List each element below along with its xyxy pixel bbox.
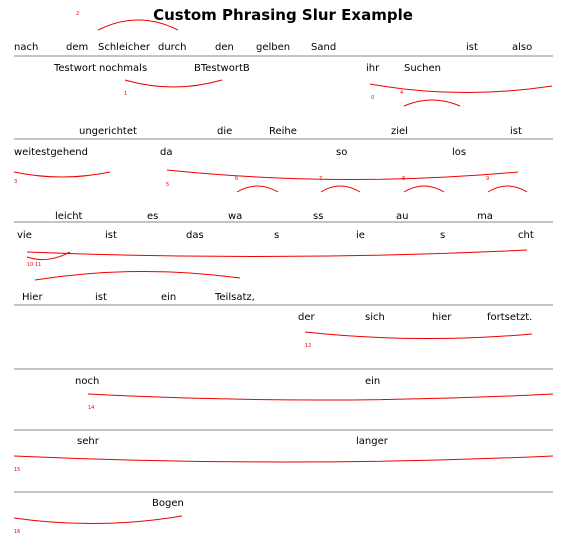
lyric-word: weitestgehend [14,147,88,158]
lyric-word: nach [14,42,38,53]
slur-number: 6 [235,176,238,182]
lyric-word: ist [105,230,117,241]
slur-number: 4 [400,90,403,96]
slur-number: 0 [371,95,374,101]
lyric-word: ihr [366,63,380,74]
slur [304,331,533,340]
lyric-word: dem [66,42,88,53]
lyric-word: Bogen [152,498,184,509]
lyric-word: noch [75,376,99,387]
lyric-word: cht [518,230,534,241]
slur-number: 12 [305,343,311,349]
slur [403,185,445,193]
lyric-word: Suchen [404,63,441,74]
lyric-word: Teilsatz, [214,292,255,303]
slur [236,185,279,193]
slur-number: 8 [402,176,405,182]
slur-number: 7 [319,176,322,182]
slur [13,455,554,463]
slur [13,515,183,525]
lyric-word: leicht [55,211,83,222]
slur [166,169,519,181]
lyric-word: ie [356,230,365,241]
lyric-word: das [186,230,204,241]
slur [97,19,179,31]
slur-number: 5 [166,182,169,188]
slur [487,185,528,193]
slur-number: 2 [76,11,79,17]
lyric-word: s [274,230,279,241]
lyric-word: Testwort [53,63,96,74]
lyric-word: ist [95,292,107,303]
lyric-word: der [298,312,316,323]
slur-number: 14 [88,405,94,411]
lyric-word: ss [313,211,323,222]
lyric-word: also [512,42,532,53]
lyric-word: hier [432,312,452,323]
lyric-word: vie [17,230,32,241]
lyric-word: Sand [311,42,336,53]
slurs [13,19,554,525]
lyric-word: ma [477,211,493,222]
lyric-word: s [440,230,445,241]
lyrics: nach dem Schleicher durch den gelben Sand ist al… [14,11,534,535]
slur [34,270,241,281]
lyric-word: sehr [77,436,100,447]
slur [124,79,223,88]
slur-number: 11 [35,262,41,268]
lyric-word: Schleicher [98,42,151,53]
lyric-word: den [215,42,234,53]
lyric-word: ist [510,126,522,137]
lyric-word: die [217,126,232,137]
lyric-word: Reihe [269,126,297,137]
lyric-word: au [396,211,408,222]
slur-number: 1 [124,91,127,97]
slur-number: 10 [27,262,33,268]
slur [320,185,361,193]
lyric-word: sich [365,312,385,323]
slur-number: 16 [14,529,20,535]
lyric-word: es [147,211,158,222]
lyric-word: gelben [256,42,290,53]
lyric-word: ein [161,292,176,303]
lyric-word: da [160,147,172,158]
slur [87,393,554,401]
slur [13,171,111,178]
slur [403,99,461,107]
lyric-word: fortsetzt. [487,312,532,323]
lyric-word: Hier [22,292,43,303]
lyric-word: ziel [391,126,408,137]
lyric-word: los [452,147,466,158]
slur-number: 9 [486,176,489,182]
slur [369,83,553,93]
slur-number: 15 [14,467,20,473]
page-title: Custom Phrasing Slur Example [153,6,413,24]
lyric-word: wa [228,211,242,222]
lyric-word: ungerichtet [79,126,137,137]
lyric-word: BTestwortB [194,63,250,74]
slur [26,249,528,258]
lyric-word: nochmals [99,63,147,74]
lyric-word: so [336,147,347,158]
lyric-word: langer [356,436,389,447]
lyric-word: ein [365,376,380,387]
staff-lines [14,55,553,493]
slur-number: 3 [14,179,17,185]
lyric-word: ist [466,42,478,53]
lyric-word: durch [158,42,186,53]
